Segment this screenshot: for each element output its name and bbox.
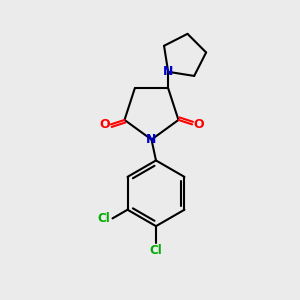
- Text: O: O: [194, 118, 204, 131]
- Text: Cl: Cl: [150, 244, 162, 257]
- Text: N: N: [146, 133, 157, 146]
- Text: Cl: Cl: [98, 212, 110, 225]
- Text: N: N: [163, 65, 173, 78]
- Text: O: O: [99, 118, 110, 131]
